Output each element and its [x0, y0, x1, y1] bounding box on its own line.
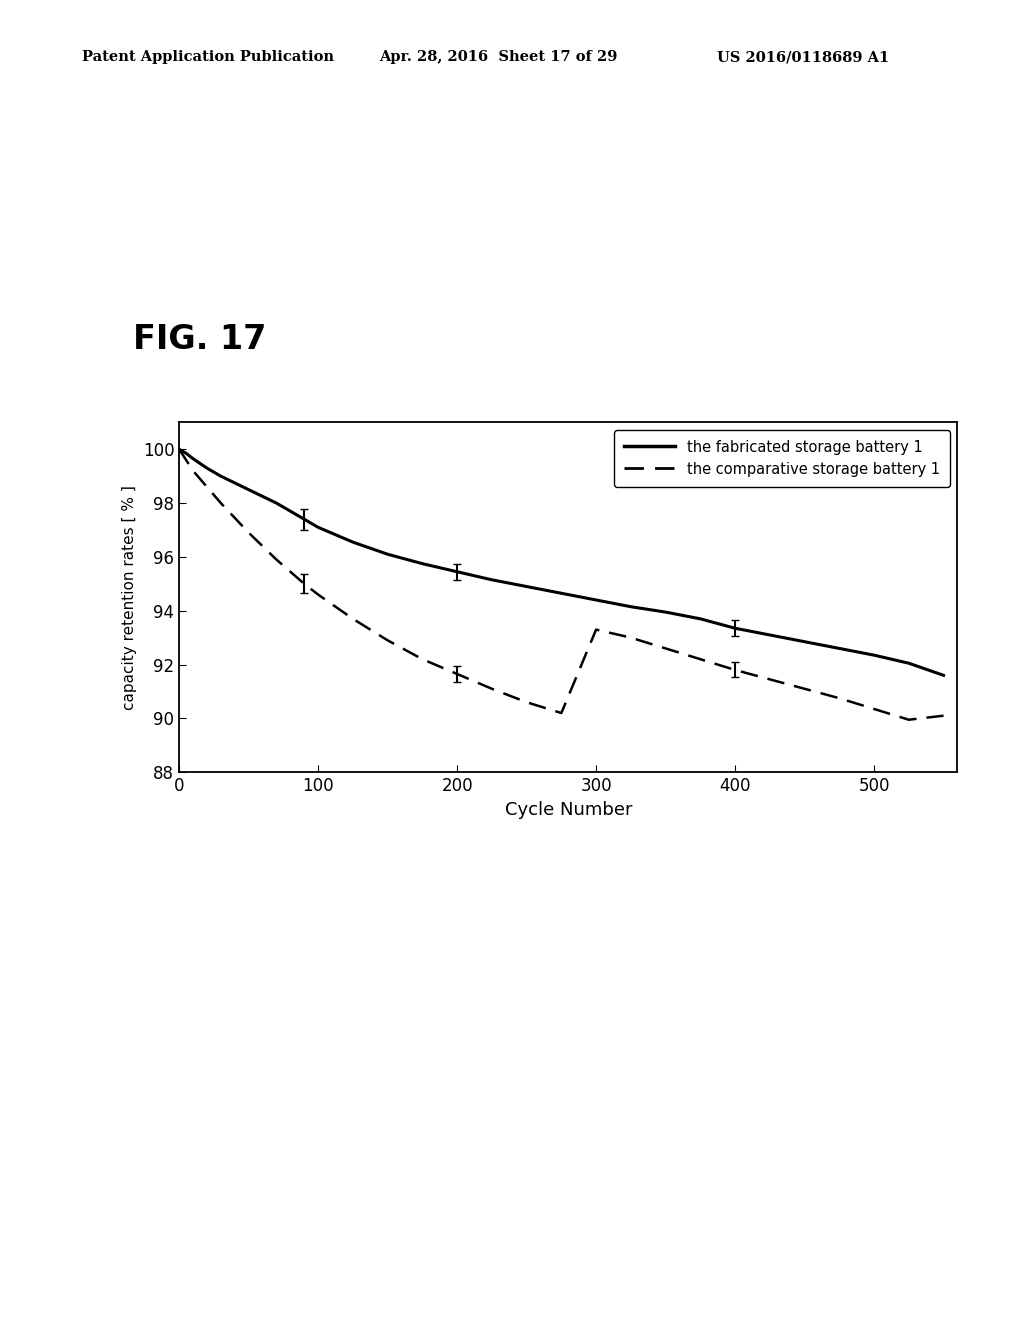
- Text: Apr. 28, 2016  Sheet 17 of 29: Apr. 28, 2016 Sheet 17 of 29: [379, 50, 617, 65]
- Legend: the fabricated storage battery 1, the comparative storage battery 1: the fabricated storage battery 1, the co…: [614, 430, 950, 487]
- Text: FIG. 17: FIG. 17: [133, 323, 266, 356]
- Y-axis label: capacity retention rates [ % ]: capacity retention rates [ % ]: [122, 484, 137, 710]
- Text: US 2016/0118689 A1: US 2016/0118689 A1: [717, 50, 889, 65]
- Text: Patent Application Publication: Patent Application Publication: [82, 50, 334, 65]
- X-axis label: Cycle Number: Cycle Number: [505, 801, 632, 818]
